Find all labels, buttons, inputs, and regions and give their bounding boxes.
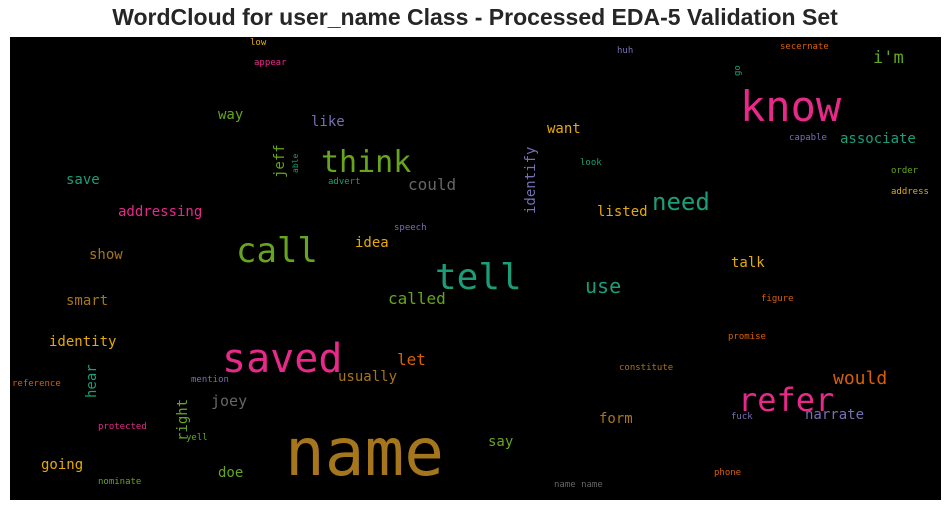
word-joey: joey [211, 392, 247, 410]
word-able: able [291, 154, 300, 173]
word-called: called [388, 289, 446, 308]
word-identity: identity [49, 334, 116, 350]
word-name: name [285, 414, 444, 491]
word-reference: reference [12, 379, 61, 389]
word-order: order [891, 166, 919, 176]
word-capable: capable [789, 133, 827, 143]
word-use: use [585, 274, 621, 298]
word-narrate: narrate [805, 407, 864, 423]
chart-title: WordCloud for user_name Class - Processe… [112, 4, 838, 30]
word-talk: talk [731, 255, 765, 271]
word-yell: yell [186, 433, 208, 443]
word-going: going [41, 457, 83, 473]
word-advert: advert [328, 177, 361, 187]
word-saved: saved [222, 336, 342, 382]
word-idea: idea [355, 235, 389, 251]
word-way: way [218, 107, 243, 123]
word-huh: huh [617, 46, 633, 56]
word-let: let [397, 350, 426, 369]
word-phone: phone [714, 468, 741, 478]
word-protected: protected [98, 422, 147, 432]
word-low: low [250, 38, 267, 48]
word-need: need [652, 188, 710, 216]
word-think: think [321, 145, 411, 180]
word-addressing: addressing [118, 204, 202, 220]
word-right: right [175, 399, 191, 441]
word-show: show [89, 247, 123, 263]
word-name-name: name name [554, 480, 603, 490]
word-identify: identify [523, 147, 539, 214]
word-associate: associate [840, 131, 916, 147]
word-cloud-canvas: name know saved tell call refer think need use wo… [10, 37, 941, 500]
word-know: know [740, 82, 842, 131]
word-secernate: secernate [780, 42, 829, 52]
word-look: look [580, 158, 602, 168]
word-go: go [733, 65, 743, 76]
word-refer: refer [738, 381, 834, 419]
word-could: could [408, 175, 456, 194]
word-cloud-svg: name know saved tell call refer think need use wo… [12, 38, 929, 491]
word-hear: hear [84, 364, 100, 398]
word-call: call [236, 231, 318, 271]
word-want: want [547, 121, 581, 137]
word-tell: tell [435, 257, 522, 298]
word-doe: doe [218, 465, 243, 481]
word-promise: promise [728, 332, 766, 342]
word-say: say [488, 434, 513, 450]
word-constitute: constitute [619, 363, 673, 373]
word-figure: figure [761, 294, 794, 304]
word-smart: smart [66, 293, 108, 309]
word-speech: speech [394, 223, 427, 233]
word-nominate: nominate [98, 477, 141, 487]
word-listed: listed [597, 204, 648, 220]
word-save: save [66, 172, 100, 188]
word-like: like [311, 114, 345, 130]
word-address: address [891, 187, 929, 197]
word-usually: usually [338, 369, 397, 385]
word-fuck: fuck [731, 412, 753, 422]
word-mention: mention [191, 375, 229, 385]
word-jeff: jeff [272, 144, 288, 178]
word-would: would [833, 368, 887, 389]
word-i-m: i'm [873, 48, 904, 68]
word-form: form [599, 411, 633, 427]
word-appear: appear [254, 58, 287, 68]
